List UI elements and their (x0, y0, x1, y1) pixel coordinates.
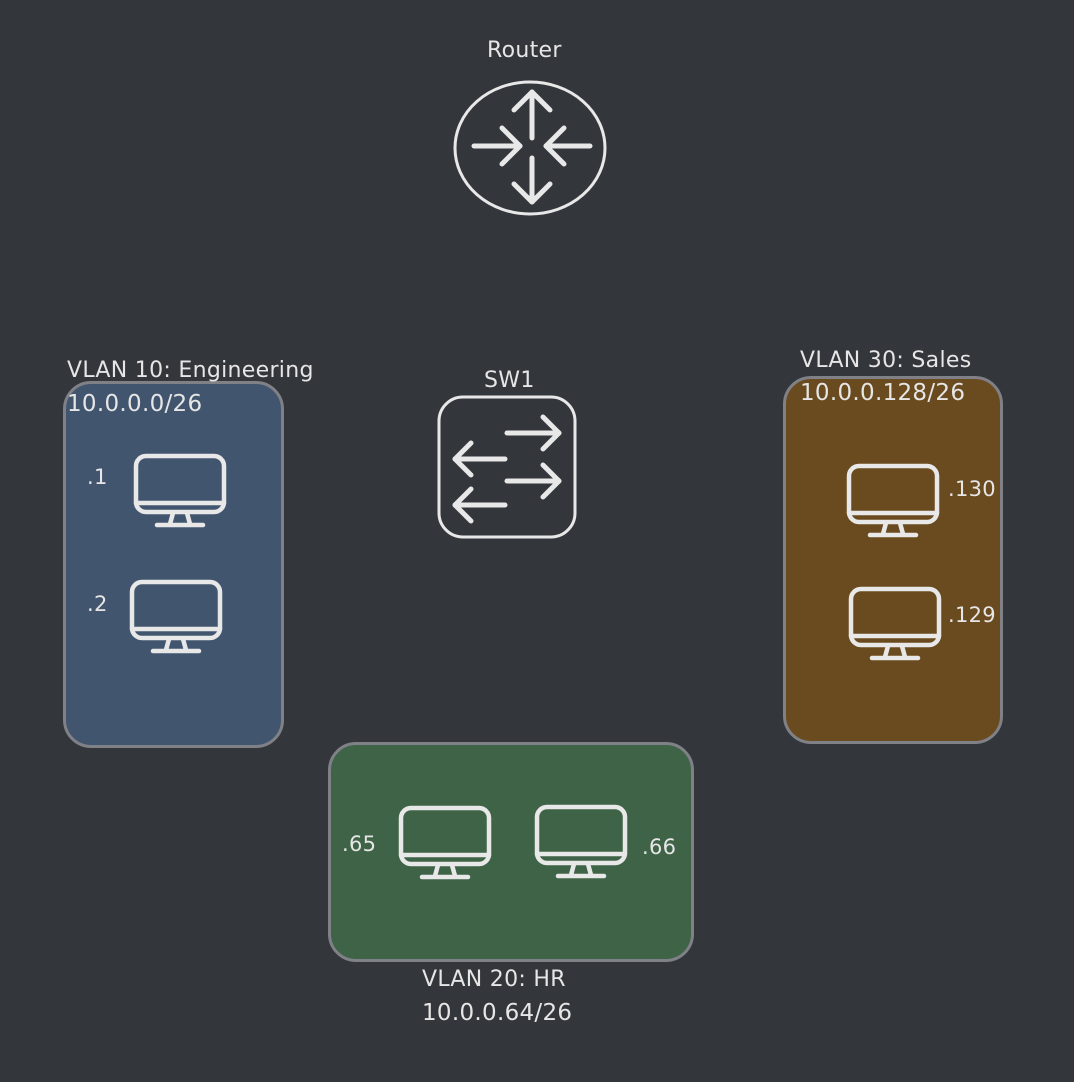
vlan-30-title: VLAN 30: Sales (800, 348, 972, 373)
router-label: Router (487, 38, 562, 63)
monitor-icon[interactable] (534, 804, 630, 882)
monitor-icon[interactable] (398, 805, 494, 883)
vlan-20-subnet: 10.0.0.64/26 (422, 1000, 573, 1026)
monitor-icon[interactable] (846, 463, 942, 541)
vlan-10-box[interactable] (63, 381, 284, 748)
vlan-10-subnet: 10.0.0.0/26 (67, 391, 203, 417)
host-label: .2 (87, 592, 108, 616)
host-label: .130 (948, 477, 996, 501)
switch-label: SW1 (484, 368, 535, 393)
host-label: .129 (948, 603, 996, 627)
switch-icon[interactable] (437, 395, 579, 541)
vlan-20-title: VLAN 20: HR (422, 967, 566, 992)
monitor-icon[interactable] (848, 586, 944, 664)
host-label: .66 (642, 835, 677, 859)
vlan-30-box[interactable] (783, 376, 1003, 744)
vlan-20-box[interactable] (328, 742, 694, 962)
monitor-icon[interactable] (129, 579, 225, 657)
host-label: .65 (342, 832, 377, 856)
host-label: .1 (87, 465, 108, 489)
vlan-30-subnet: 10.0.0.128/26 (800, 380, 966, 406)
router-icon[interactable] (450, 78, 610, 218)
monitor-icon[interactable] (133, 453, 229, 531)
vlan-10-title: VLAN 10: Engineering (67, 358, 314, 383)
